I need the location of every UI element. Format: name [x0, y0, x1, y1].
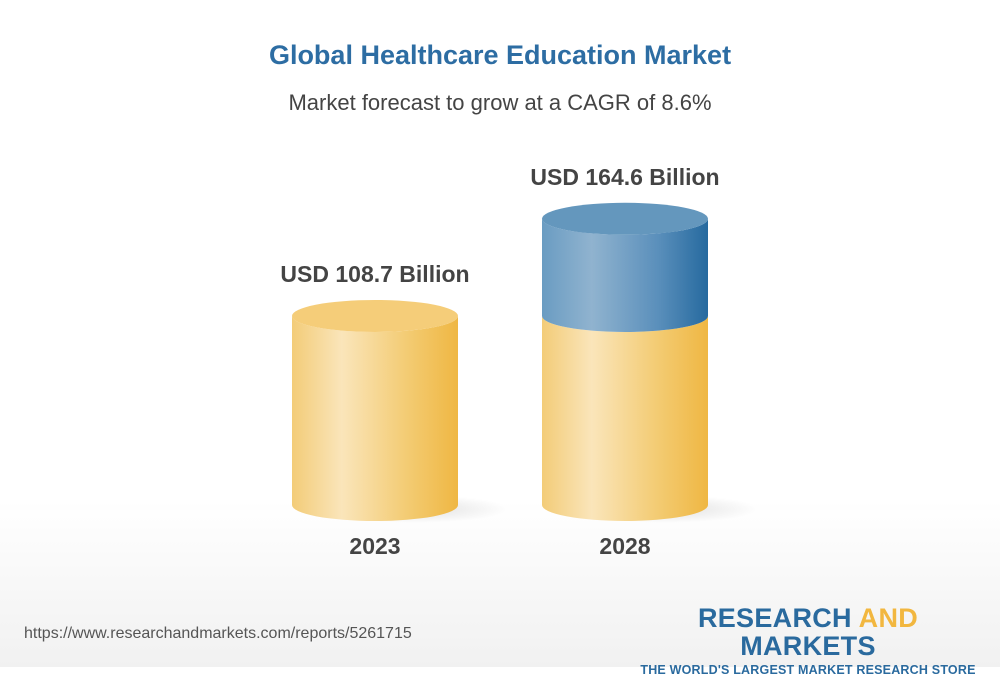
logo-text-research: RESEARCH — [697, 603, 859, 633]
cylinder-chart: USD 108.7 Billion 2023 USD 164.6 Billion 20… — [280, 164, 758, 559]
category-label-2023: 2023 — [349, 533, 400, 559]
logo-text-and: AND — [858, 603, 919, 633]
bar-2028-base-segment — [542, 315, 708, 521]
research-and-markets-logo: RESEARCH AND MARKETS THE WORLD'S LARGEST… — [638, 604, 978, 677]
data-label-2023: USD 108.7 Billion — [280, 261, 469, 287]
category-label-2028: 2028 — [599, 533, 650, 559]
bar-2028-growth-segment — [542, 218, 708, 332]
logo-tagline: THE WORLD'S LARGEST MARKET RESEARCH STOR… — [640, 663, 976, 677]
data-label-2028: USD 164.6 Billion — [530, 164, 719, 190]
report-url[interactable]: https://www.researchandmarkets.com/repor… — [24, 625, 412, 642]
chart-subtitle: Market forecast to grow at a CAGR of 8.6… — [288, 90, 712, 115]
logo-text-markets: MARKETS — [740, 631, 876, 661]
bar-2023-top — [292, 299, 458, 332]
chart-title: Global Healthcare Education Market — [268, 40, 732, 70]
bar-2028-top — [542, 202, 708, 235]
bar-2023-cylinder — [292, 315, 458, 521]
